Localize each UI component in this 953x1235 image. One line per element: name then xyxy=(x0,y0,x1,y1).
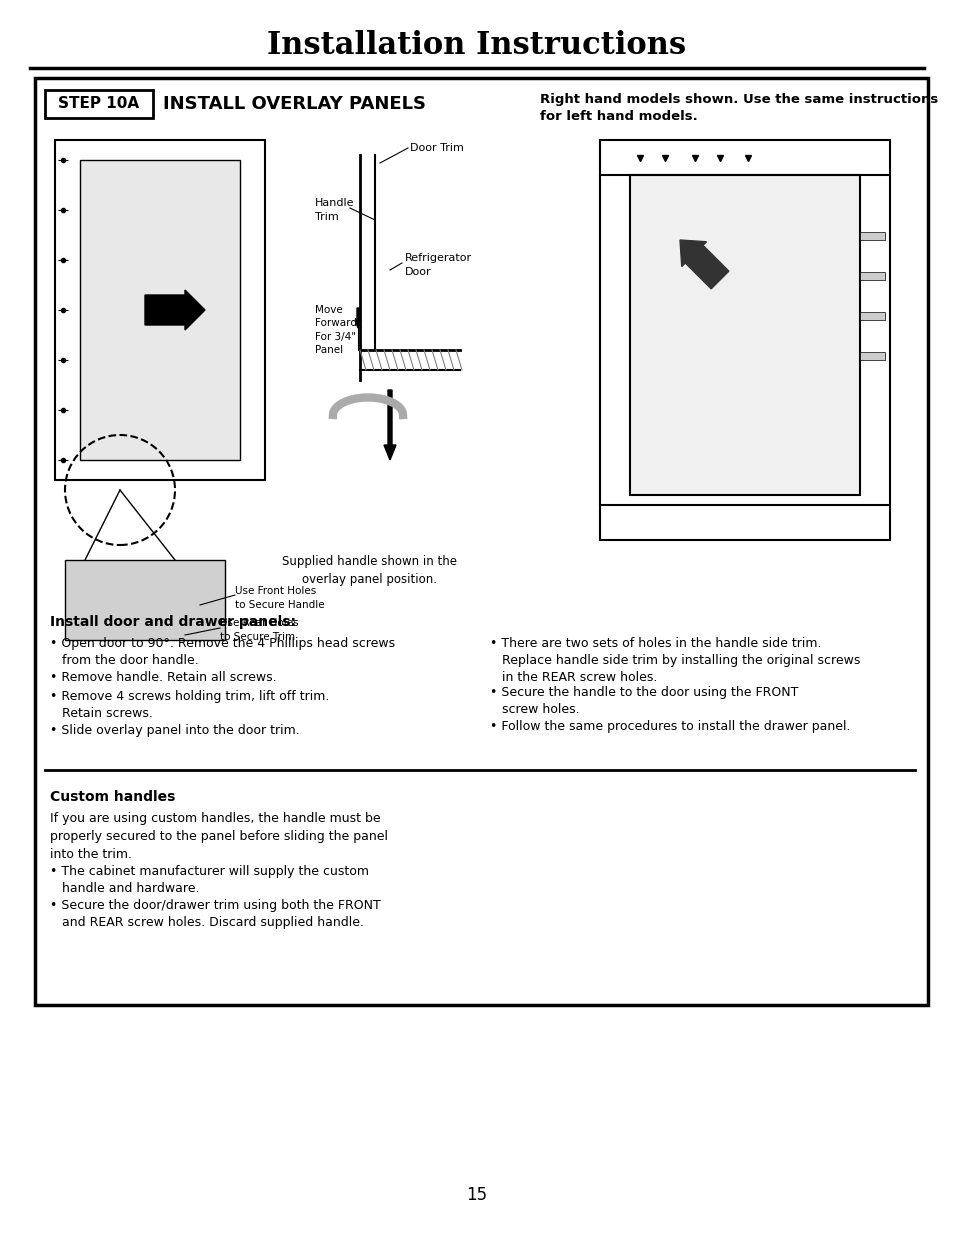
Bar xyxy=(859,312,884,320)
Text: Supplied handle shown in the
overlay panel position.: Supplied handle shown in the overlay pan… xyxy=(282,555,457,585)
Bar xyxy=(80,161,240,459)
Text: Right hand models shown. Use the same instructions
for left hand models.: Right hand models shown. Use the same in… xyxy=(539,93,937,124)
Text: Refrigerator
Door: Refrigerator Door xyxy=(405,253,472,277)
Text: • Remove handle. Retain all screws.: • Remove handle. Retain all screws. xyxy=(50,671,276,684)
Text: INSTALL OVERLAY PANELS: INSTALL OVERLAY PANELS xyxy=(163,95,426,112)
FancyArrow shape xyxy=(355,308,360,329)
Text: • Open door to 90°. Remove the 4 Phillips head screws
   from the door handle.: • Open door to 90°. Remove the 4 Phillip… xyxy=(50,637,395,667)
Bar xyxy=(65,559,225,640)
Text: • Remove 4 screws holding trim, lift off trim.
   Retain screws.: • Remove 4 screws holding trim, lift off… xyxy=(50,690,329,720)
Text: Custom handles: Custom handles xyxy=(50,790,175,804)
Text: • Secure the door/drawer trim using both the FRONT
   and REAR screw holes. Disc: • Secure the door/drawer trim using both… xyxy=(50,899,380,929)
Bar xyxy=(599,140,889,540)
Bar xyxy=(55,140,265,480)
Text: Use Rear Holes
to Secure Trim: Use Rear Holes to Secure Trim xyxy=(220,619,298,642)
Bar xyxy=(45,90,152,119)
Bar xyxy=(629,175,859,495)
FancyArrow shape xyxy=(384,390,395,459)
Text: Door Trim: Door Trim xyxy=(410,143,463,153)
Text: STEP 10A: STEP 10A xyxy=(58,96,139,111)
Text: • There are two sets of holes in the handle side trim.
   Replace handle side tr: • There are two sets of holes in the han… xyxy=(490,637,860,684)
Bar xyxy=(859,352,884,359)
Bar xyxy=(859,232,884,240)
Text: • Slide overlay panel into the door trim.: • Slide overlay panel into the door trim… xyxy=(50,724,299,737)
Text: Installation Instructions: Installation Instructions xyxy=(267,30,686,61)
Text: If you are using custom handles, the handle must be
properly secured to the pane: If you are using custom handles, the han… xyxy=(50,811,388,861)
Text: • Follow the same procedures to install the drawer panel.: • Follow the same procedures to install … xyxy=(490,720,850,734)
Bar xyxy=(859,272,884,280)
Text: • Secure the handle to the door using the FRONT
   screw holes.: • Secure the handle to the door using th… xyxy=(490,685,798,716)
Text: Handle
Trim: Handle Trim xyxy=(314,199,355,221)
Text: Use Front Holes
to Secure Handle: Use Front Holes to Secure Handle xyxy=(234,587,324,610)
Bar xyxy=(35,78,927,1005)
Text: Install door and drawer panels:: Install door and drawer panels: xyxy=(50,615,295,629)
Text: • The cabinet manufacturer will supply the custom
   handle and hardware.: • The cabinet manufacturer will supply t… xyxy=(50,864,369,895)
Text: Move
Forward
For 3/4"
Panel: Move Forward For 3/4" Panel xyxy=(314,305,356,354)
FancyArrow shape xyxy=(679,240,728,289)
FancyArrow shape xyxy=(145,290,205,330)
Text: 15: 15 xyxy=(466,1186,487,1204)
